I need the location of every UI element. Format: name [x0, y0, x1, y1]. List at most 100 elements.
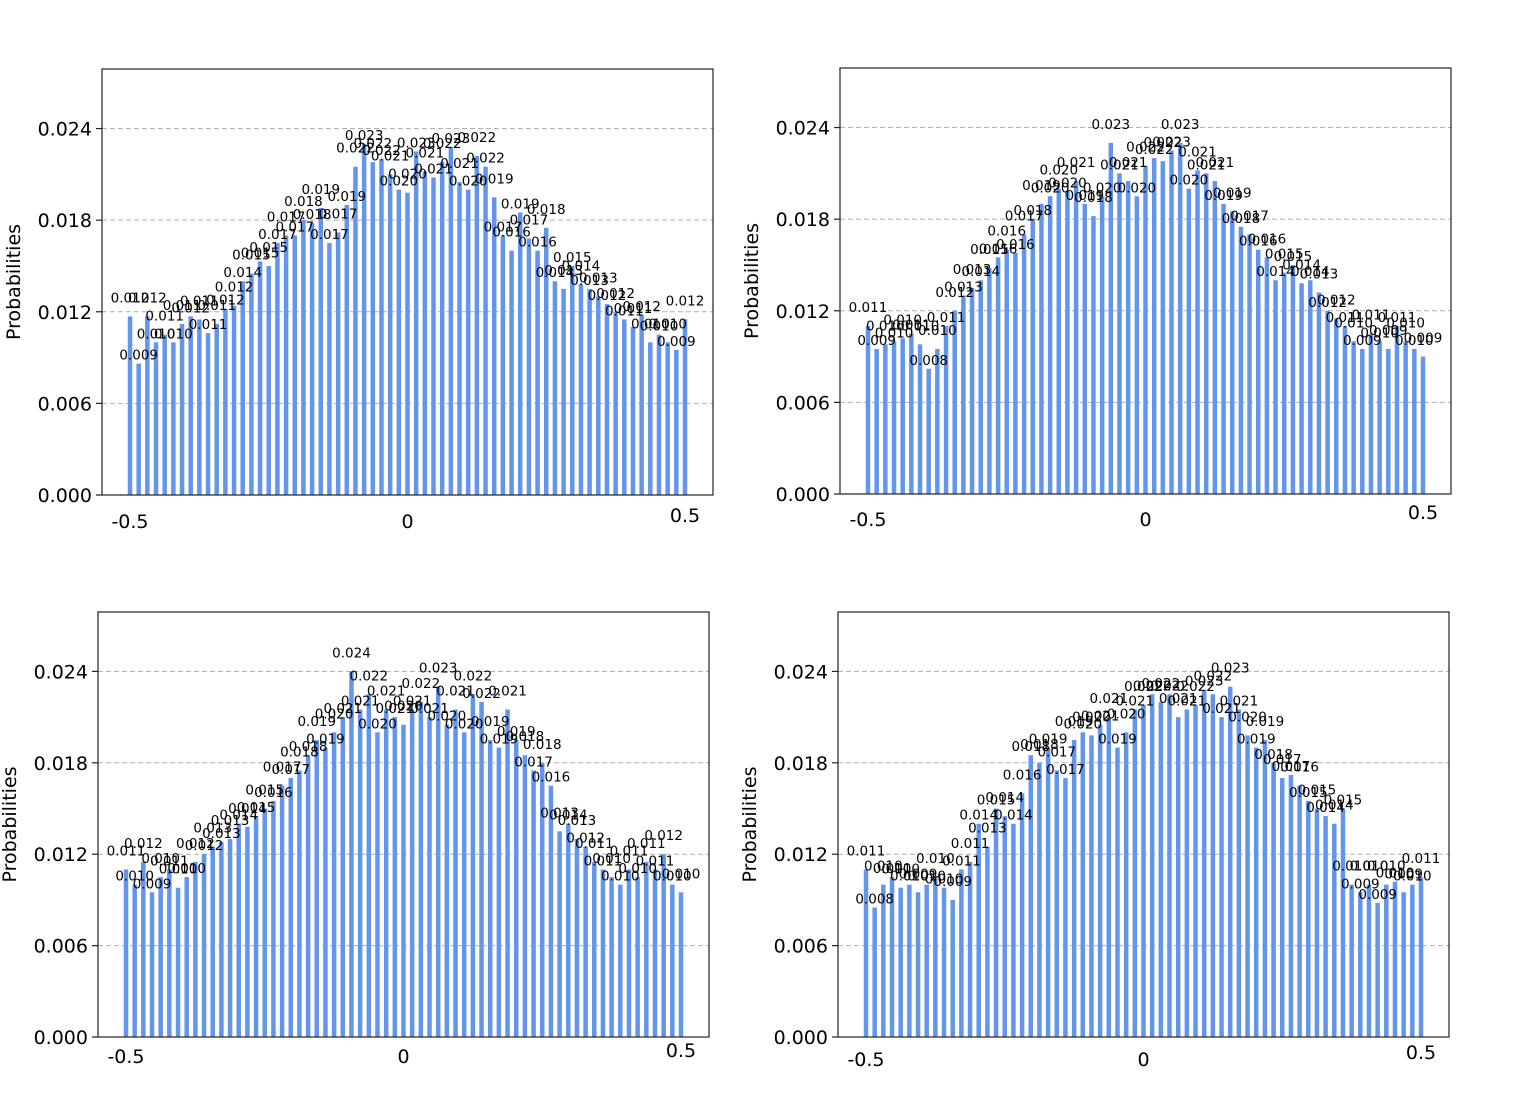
bar-value-label: 0.019 — [1029, 732, 1068, 748]
bar-value-label: 0.011 — [189, 317, 228, 333]
bar — [1262, 739, 1268, 1037]
bar-value-label: 0.010 — [631, 316, 670, 332]
bar — [1245, 735, 1250, 1037]
bar — [941, 887, 947, 1037]
bar — [418, 701, 424, 1037]
bar — [318, 207, 324, 496]
bar-value-label: 0.019 — [301, 182, 340, 198]
bar-value-label: 0.015 — [249, 240, 288, 256]
bar-value-label: 0.009 — [657, 334, 696, 350]
bar — [639, 314, 644, 495]
bar-value-label: 0.011 — [145, 309, 184, 325]
bar-value-label: 0.019 — [1055, 714, 1094, 730]
bar-value-label: 0.008 — [855, 892, 894, 908]
bar — [656, 334, 662, 495]
x-tick-label: 0.5 — [670, 505, 700, 527]
bar — [596, 296, 601, 495]
bar — [1106, 717, 1112, 1037]
bar — [1227, 686, 1233, 1037]
bar-value-label: 0.021 — [1187, 157, 1226, 173]
bar — [474, 156, 480, 495]
bar-value-label: 0.010 — [167, 861, 206, 877]
bar-value-label: 0.014 — [219, 808, 258, 824]
bar-value-label: 0.020 — [1031, 180, 1070, 196]
bar-value-label: 0.010 — [901, 318, 940, 334]
bar-value-label: 0.013 — [953, 262, 992, 278]
bar — [661, 854, 666, 1037]
bar-value-label: 0.010 — [662, 866, 701, 882]
bar-value-label: 0.014 — [1256, 264, 1295, 280]
y-tick-label: 0.012 — [34, 844, 88, 866]
bar — [193, 861, 198, 1037]
bar — [283, 235, 289, 495]
bar-value-label: 0.009 — [899, 866, 938, 882]
bar — [496, 747, 502, 1037]
bar-value-label: 0.021 — [1168, 693, 1207, 709]
bar-value-label: 0.023 — [419, 661, 458, 677]
bar-value-label: 0.020 — [445, 716, 484, 732]
bar — [513, 739, 519, 1037]
bar-value-label: 0.009 — [1404, 331, 1443, 347]
y-tick-label: 0.018 — [776, 209, 830, 231]
bar-value-label: 0.010 — [1334, 315, 1373, 331]
bar-value-label: 0.016 — [987, 224, 1026, 240]
bar — [1271, 762, 1276, 1037]
bar — [1203, 173, 1209, 494]
bar-value-label: 0.010 — [653, 869, 692, 885]
bar-value-label: 0.011 — [1378, 310, 1417, 326]
bar — [1169, 150, 1174, 495]
bar-value-label: 0.021 — [367, 683, 406, 699]
bar — [1325, 310, 1330, 494]
bar — [1253, 747, 1259, 1037]
bar — [370, 162, 376, 496]
bar — [644, 861, 649, 1037]
bar — [1403, 341, 1408, 494]
bar-value-label: 0.013 — [968, 821, 1007, 837]
bar-value-label: 0.022 — [1124, 679, 1163, 695]
bar-value-label: 0.012 — [206, 293, 245, 309]
plot-frame — [97, 611, 710, 1038]
bar — [561, 288, 566, 495]
bar — [396, 189, 402, 495]
bar — [1115, 747, 1120, 1037]
bar-value-label: 0.012 — [215, 280, 254, 296]
bar — [231, 305, 237, 495]
bar-value-label: 0.013 — [558, 813, 597, 829]
bar — [439, 162, 445, 496]
bar-value-label: 0.010 — [648, 316, 687, 332]
bar-value-label: 0.015 — [970, 242, 1009, 258]
chart-panel-4: 0.000 0.006 0.012 0.018 0.024 0.011 0.008 0.010… — [739, 611, 1450, 1071]
bar-value-label: 0.015 — [241, 245, 280, 261]
bar-value-label: 0.022 — [349, 668, 388, 684]
bar — [863, 869, 869, 1037]
bar-value-label: 0.022 — [423, 136, 462, 152]
bar-value-label: 0.012 — [171, 300, 210, 316]
bar-value-label: 0.011 — [1352, 308, 1391, 324]
bar-value-label: 0.012 — [596, 286, 635, 302]
y-tick-label: 0.000 — [774, 1027, 828, 1049]
bar-value-label: 0.016 — [532, 770, 571, 786]
bar — [969, 287, 975, 494]
bar — [978, 280, 983, 494]
bar-value-label: 0.011 — [197, 298, 236, 314]
bar — [898, 887, 903, 1037]
y-tick-label: 0.006 — [776, 392, 830, 414]
bar — [240, 281, 245, 495]
bar-value-label: 0.022 — [1176, 679, 1215, 695]
bar-value-label: 0.013 — [570, 273, 609, 289]
bar — [613, 311, 618, 495]
y-tick-label: 0.000 — [776, 484, 830, 506]
bar-value-label: 0.014 — [961, 264, 1000, 280]
y-tick-label: 0.006 — [34, 936, 88, 958]
bar-value-label: 0.010 — [137, 326, 176, 342]
bar-value-label: 0.019 — [497, 724, 536, 740]
bar — [900, 338, 905, 494]
bar — [253, 816, 259, 1037]
bar — [188, 316, 193, 495]
bar — [917, 344, 923, 494]
bar — [1264, 257, 1270, 494]
bar-value-label: 0.015 — [1298, 783, 1337, 799]
bar-value-label: 0.019 — [1022, 178, 1061, 194]
bar-value-label: 0.023 — [432, 131, 471, 147]
